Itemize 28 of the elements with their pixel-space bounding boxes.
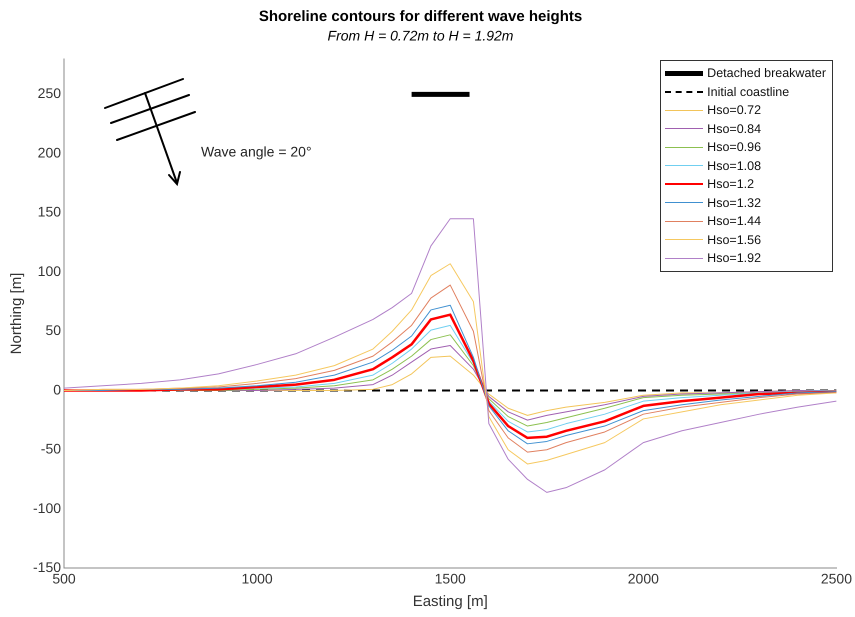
legend-label: Hso=1.08 — [707, 158, 762, 173]
legend-label: Hso=1.56 — [707, 232, 762, 247]
legend-label: Hso=0.84 — [707, 122, 762, 136]
y-tick-label: -100 — [32, 500, 62, 516]
y-tick-label: 50 — [45, 322, 62, 338]
x-tick-label: 1500 — [434, 570, 466, 586]
y-axis-title: Northing [m] — [8, 272, 26, 354]
legend-label: Hso=1.44 — [707, 214, 762, 228]
y-tick-label: 250 — [38, 85, 62, 102]
y-tick-label: 150 — [38, 204, 62, 220]
chart-subtitle: From H = 0.72m to H = 1.92m — [328, 27, 514, 44]
y-tick-label: 0 — [53, 381, 62, 398]
x-tick-label: 2000 — [628, 570, 660, 586]
legend-label: Detached breakwater — [707, 66, 826, 80]
legend-label: Initial coastline — [707, 84, 790, 99]
y-tick-label: 100 — [38, 262, 62, 279]
y-tick-label: -50 — [40, 440, 62, 457]
x-tick-label: 2500 — [820, 570, 852, 586]
chart-title: Shoreline contours for different wave heights — [258, 8, 582, 26]
legend-label: Hso=1.92 — [707, 251, 762, 266]
legend-label: Hso=0.96 — [707, 140, 762, 154]
y-tick-label: 200 — [38, 144, 62, 160]
legend-label: Hso=1.32 — [707, 196, 762, 210]
legend-label: Hso=0.72 — [707, 103, 762, 118]
x-tick-label: 1000 — [242, 570, 273, 586]
annotation: Wave angle = 20° — [201, 144, 312, 160]
x-axis-title: Easting [m] — [412, 593, 488, 610]
legend-label: Hso=1.2 — [707, 177, 754, 192]
